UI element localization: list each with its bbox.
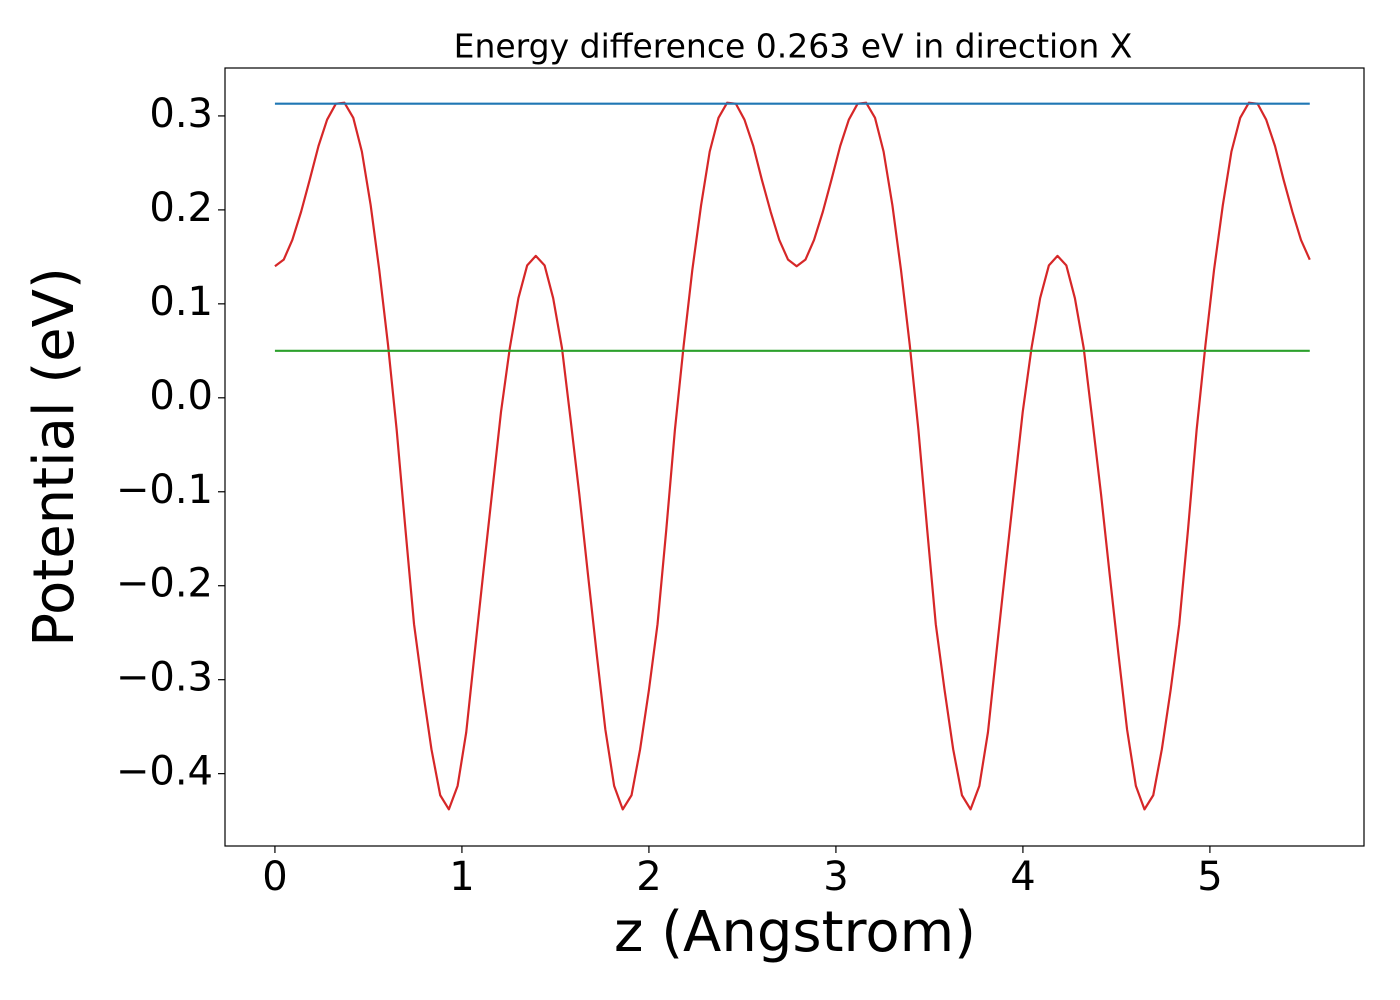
- y-tick-label: 0.2: [149, 185, 213, 231]
- plot-frame: [224, 67, 1365, 847]
- x-tick-label: 1: [449, 854, 474, 900]
- y-tick-label: 0.1: [149, 279, 213, 325]
- x-tick-label: 2: [636, 854, 661, 900]
- x-tick-label: 0: [262, 854, 287, 900]
- y-tick-label: 0.0: [149, 373, 213, 419]
- y-tick-label: −0.1: [116, 467, 213, 513]
- chart-title: Energy difference 0.263 eV in direction …: [454, 27, 1133, 66]
- x-tick-label: 5: [1197, 854, 1222, 900]
- y-tick-label: −0.2: [116, 561, 213, 607]
- y-tick-label: −0.4: [116, 749, 213, 795]
- y-axis-label: Potential (eV): [22, 267, 87, 647]
- x-axis-label: z (Angstrom): [614, 900, 976, 965]
- y-tick-label: −0.3: [116, 655, 213, 701]
- y-tick-label: 0.3: [149, 91, 213, 137]
- data-line: [274, 101, 1311, 811]
- x-tick-label: 3: [823, 854, 848, 900]
- x-tick-label: 4: [1010, 854, 1035, 900]
